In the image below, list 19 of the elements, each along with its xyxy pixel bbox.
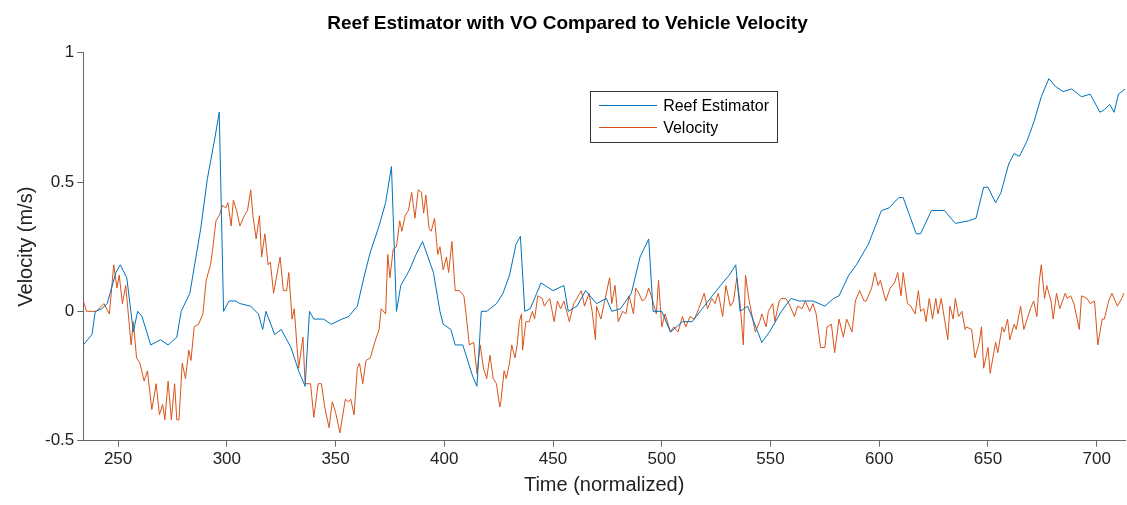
x-tick-label: 400	[430, 449, 459, 469]
y-tick-label: 0.5	[50, 171, 75, 191]
x-tick-label: 650	[973, 449, 1003, 469]
legend-label: Velocity	[663, 118, 719, 137]
legend-label: Reef Estimator	[663, 96, 769, 115]
x-tick-label: 500	[647, 449, 676, 469]
x-tick-label: 700	[1082, 449, 1111, 469]
y-tick-label: 1	[64, 42, 75, 62]
y-tick-label: 0	[64, 301, 75, 321]
x-tick-label: 450	[538, 449, 568, 469]
x-tick-label: 350	[321, 449, 350, 469]
x-axis-title: Time (normalized)	[523, 472, 685, 495]
x-tick-label: 300	[212, 449, 242, 469]
x-tick-label: 550	[756, 449, 785, 469]
x-tick-label: 250	[103, 449, 133, 469]
chart-title: Reef Estimator with VO Compared to Vehicle Velocity	[327, 11, 809, 33]
y-axis-title: Velocity (m/s)	[13, 186, 36, 307]
x-tick-label: 600	[865, 449, 894, 469]
y-tick-label: -0.5	[45, 430, 75, 450]
